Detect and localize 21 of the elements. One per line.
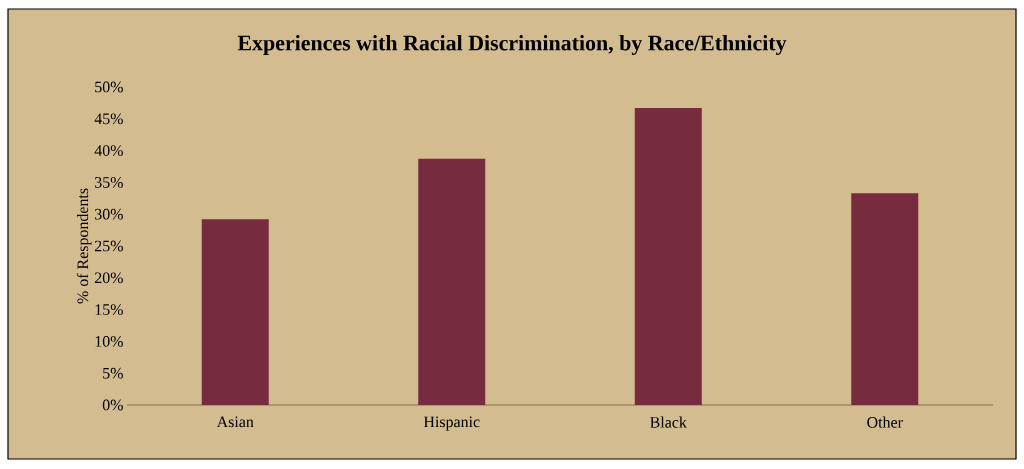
y-axis-title: % of Respondents (76, 188, 92, 304)
y-tick-label: 50% (95, 81, 123, 93)
bar (851, 193, 919, 405)
x-tick-label: Hispanic (423, 416, 480, 431)
y-tick-label: 45% (94, 113, 123, 125)
y-tick-label: 40% (94, 145, 123, 156)
x-tick-label: Asian (216, 416, 254, 428)
y-tick-label: 35% (95, 177, 123, 188)
y-tick-label: 25% (94, 240, 123, 252)
y-tick-label: 20% (94, 272, 123, 284)
y-tick-label: 30% (95, 208, 123, 220)
bar (201, 219, 269, 405)
bar (634, 107, 702, 405)
chart-title: Experiences with Racial Discrimination, by Race/Ethnicity (237, 35, 787, 55)
y-tick-label: 15% (95, 304, 123, 315)
bar (418, 158, 486, 405)
y-tick-label: 5% (103, 367, 123, 379)
x-tick-label: Other (867, 416, 903, 428)
y-tick-label: 0% (102, 399, 123, 411)
y-tick-label: 10% (95, 336, 123, 347)
x-tick-label: Black (650, 416, 687, 428)
